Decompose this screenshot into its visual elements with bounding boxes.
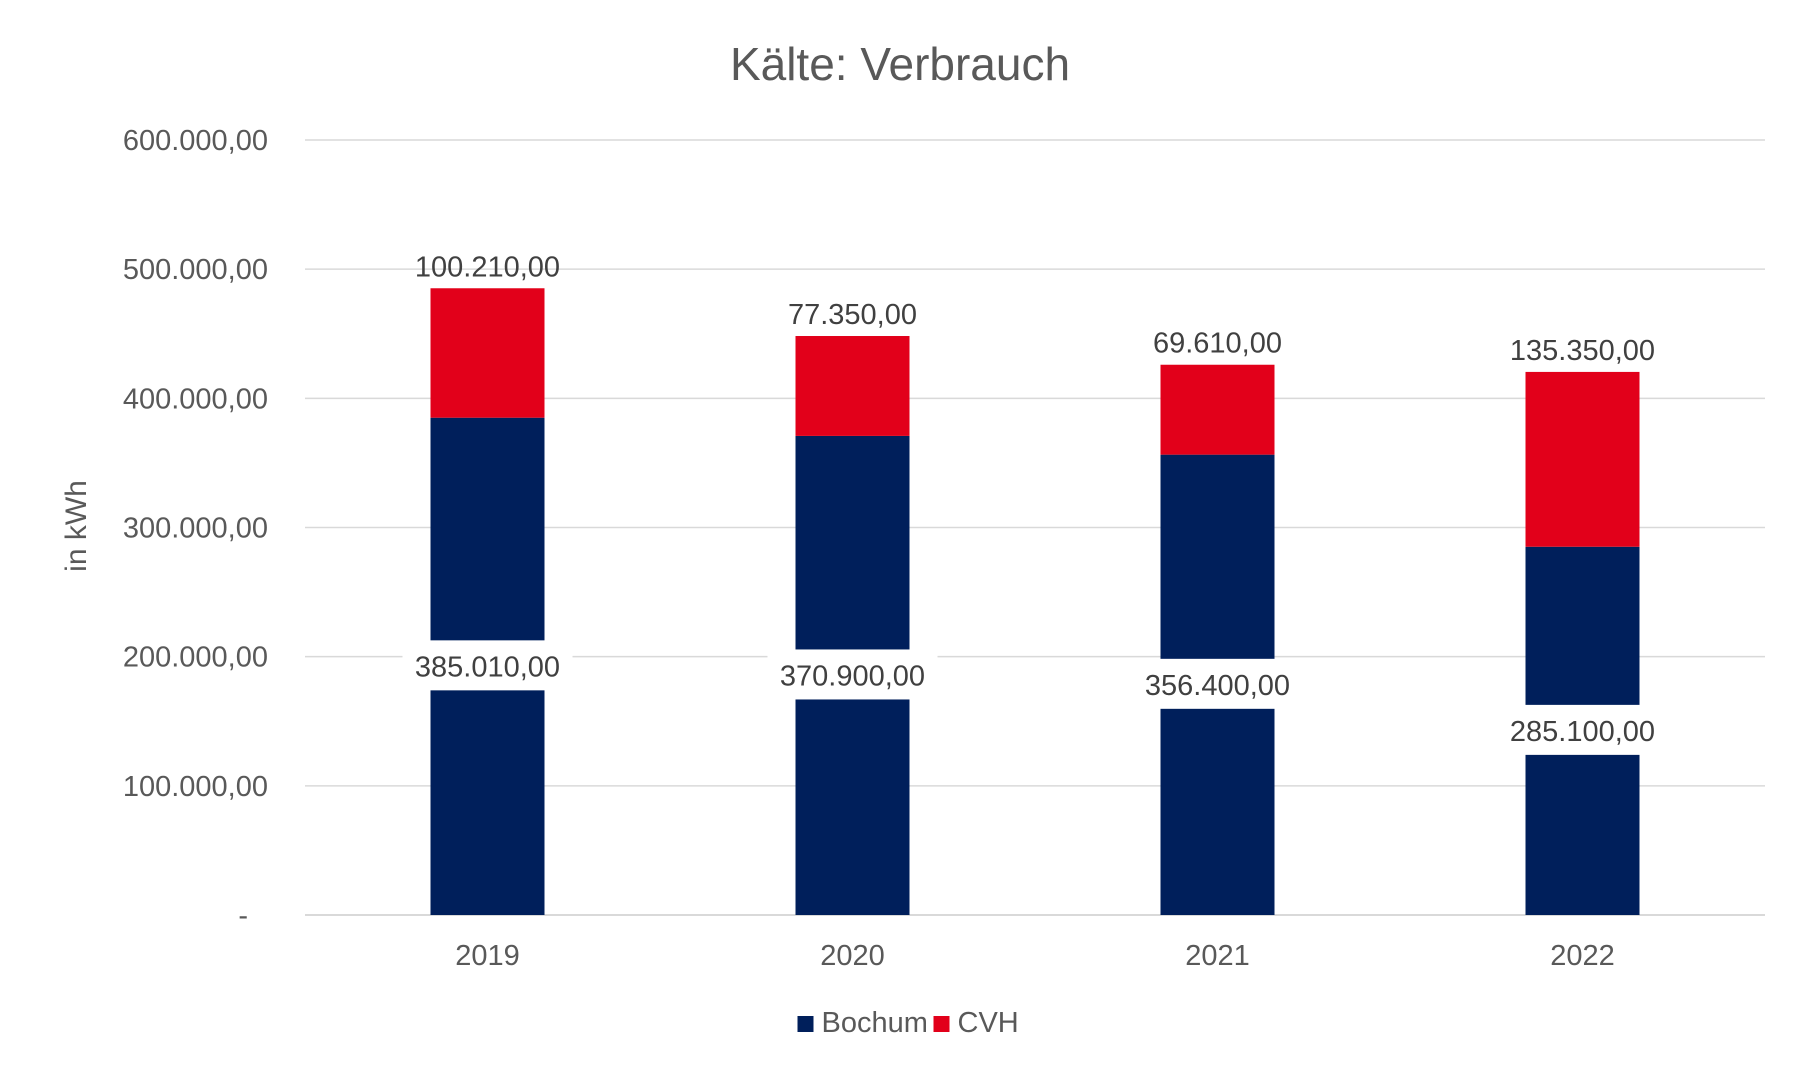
chart-title: Kälte: Verbrauch	[730, 38, 1070, 90]
y-axis-ticks: - 100.000,00 200.000,00 300.000,00 400.000,0…	[123, 125, 268, 932]
data-label-bochum-2020: 370.900,00	[780, 660, 925, 692]
y-tick-label: 500.000,00	[123, 254, 268, 286]
bars	[430, 288, 1640, 915]
data-label-backdrop	[767, 649, 938, 700]
data-label-cvh-2019: 100.210,00	[415, 251, 560, 283]
data-label-bochum-2021: 356.400,00	[1145, 670, 1290, 702]
data-label-cvh-2022: 135.350,00	[1510, 335, 1655, 367]
x-tick-label: 2019	[455, 940, 520, 972]
legend-label-cvh: CVH	[958, 1007, 1019, 1039]
legend: Bochum CVH	[797, 1007, 1019, 1039]
bar-cvh-2022	[1525, 371, 1640, 547]
data-label-backdrop	[1497, 704, 1668, 755]
x-tick-label: 2020	[820, 940, 885, 972]
legend-swatch-bochum	[797, 1016, 814, 1032]
y-tick-label: 200.000,00	[123, 642, 268, 674]
data-labels: 385.010,00 100.210,00 370.900,00 77.350,00 3…	[402, 251, 1668, 755]
data-label-cvh-2021: 69.610,00	[1153, 328, 1282, 360]
legend-label-bochum: Bochum	[822, 1007, 928, 1039]
bar-cvh-2020	[795, 336, 910, 436]
x-tick-label: 2021	[1185, 940, 1250, 972]
y-tick-label: 600.000,00	[123, 125, 268, 157]
legend-swatch-cvh	[933, 1016, 950, 1032]
y-axis-title: in kWh	[60, 480, 93, 572]
bar-cvh-2021	[1160, 364, 1275, 455]
x-tick-label: 2022	[1550, 940, 1615, 972]
data-label-backdrop	[402, 640, 573, 691]
data-label-cvh-2020: 77.350,00	[788, 299, 917, 331]
y-tick-label: -	[238, 900, 248, 932]
data-label-backdrop	[1132, 658, 1303, 709]
y-tick-label: 400.000,00	[123, 383, 268, 415]
y-tick-label: 100.000,00	[123, 771, 268, 803]
data-label-bochum-2022: 285.100,00	[1510, 716, 1655, 748]
data-label-bochum-2019: 385.010,00	[415, 651, 560, 683]
x-axis-ticks: 2019 2020 2021 2022	[455, 940, 1615, 972]
bar-cvh-2019	[430, 288, 545, 418]
y-tick-label: 300.000,00	[123, 513, 268, 545]
